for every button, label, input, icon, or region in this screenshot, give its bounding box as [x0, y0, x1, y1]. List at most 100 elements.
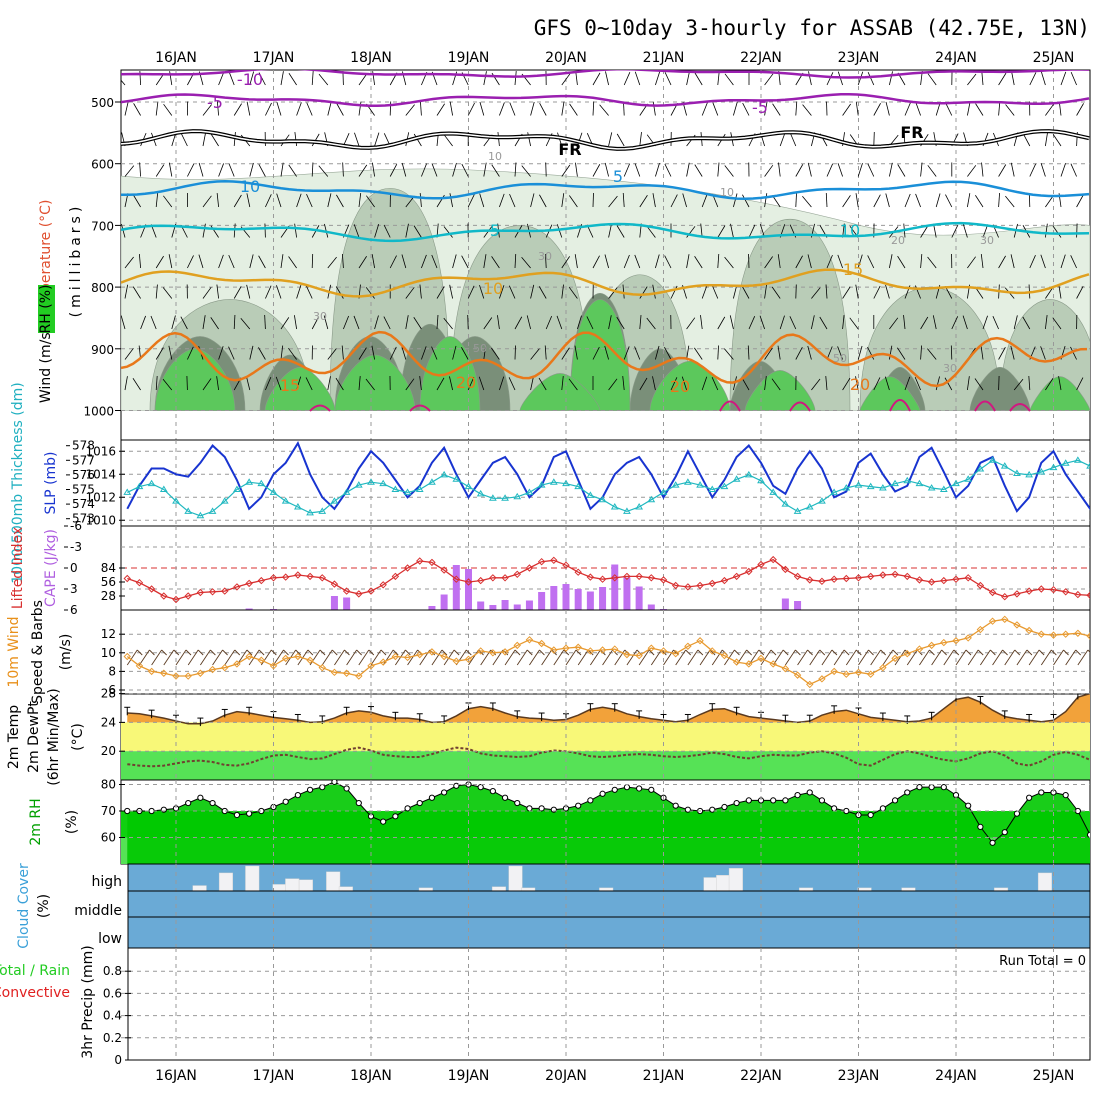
- rh-point: [1039, 790, 1044, 795]
- rh-point: [247, 811, 252, 816]
- rh-point: [527, 806, 532, 811]
- cloud-high-bar: [193, 886, 207, 891]
- tick-label: -6: [70, 519, 82, 533]
- rh-point: [880, 806, 885, 811]
- top-day-label: 18JAN: [350, 50, 392, 66]
- tick-label: 84: [101, 561, 116, 575]
- rh-point: [966, 803, 971, 808]
- cape-bar: [441, 595, 448, 611]
- bottom-day-label: 17JAN: [253, 1068, 295, 1084]
- cloud-high-bar: [245, 866, 259, 891]
- top-day-label: 24JAN: [935, 50, 977, 66]
- tick-label: 3: [70, 582, 78, 596]
- rh-point: [210, 800, 215, 805]
- rh-point: [588, 798, 593, 803]
- temp-band-green: [121, 751, 1090, 780]
- cloud-cover-panel: high middle low Cloud Cover (%): [16, 863, 1090, 949]
- rh-point: [868, 812, 873, 817]
- temp-ylabel-2: 2m DewPt: [26, 701, 42, 773]
- upper-ylabel-mb: (millibars): [68, 203, 84, 318]
- wind-ylabel-1: 10m Wind: [6, 616, 22, 687]
- rh-point: [417, 800, 422, 805]
- tick-label: 80: [101, 778, 116, 792]
- rh-point: [502, 795, 507, 800]
- pressure-tick-label: 500: [91, 96, 114, 110]
- contour-label: 50: [833, 352, 847, 365]
- rh-point: [624, 785, 629, 790]
- contour-label: 10: [488, 150, 502, 163]
- cape-bar: [623, 578, 630, 611]
- rh-point: [1002, 830, 1007, 835]
- slp-ylabel: SLP (mb): [43, 451, 59, 514]
- bottom-day-label: 21JAN: [643, 1068, 685, 1084]
- cloud-level-low: low: [98, 931, 122, 947]
- cape-bar: [343, 598, 350, 611]
- tick-label: 20: [101, 744, 116, 758]
- rh-point: [990, 840, 995, 845]
- temp-ylabel-1: 2m Temp: [6, 705, 22, 769]
- contour-label: FR: [900, 123, 923, 142]
- cape-bar: [636, 587, 643, 611]
- tick-label: 28: [101, 687, 116, 701]
- rh-point: [283, 799, 288, 804]
- rh-point: [722, 804, 727, 809]
- tick-label: 1010: [85, 513, 116, 527]
- cape-bar: [782, 599, 789, 611]
- rh-point: [905, 790, 910, 795]
- cloud-high-bar: [704, 878, 718, 892]
- tick-label: 0.2: [103, 1031, 122, 1045]
- rh-point: [783, 798, 788, 803]
- rh-point: [381, 819, 386, 824]
- contour-label: FR: [558, 140, 581, 159]
- tick-label: -3: [70, 540, 82, 554]
- tick-label: 0.4: [103, 1009, 122, 1023]
- tick-label: 70: [101, 804, 116, 818]
- rh-point: [198, 795, 203, 800]
- rh-point: [307, 787, 312, 792]
- tick-label: 0: [70, 561, 78, 575]
- contour-label: 30: [943, 362, 957, 375]
- li-ylabel: Lifted Index: [10, 527, 26, 609]
- bottom-day-label: 22JAN: [740, 1068, 782, 1084]
- top-day-label: 21JAN: [643, 50, 685, 66]
- cape-bar: [514, 605, 521, 611]
- tick-label: 60: [101, 831, 116, 845]
- cape-ylabel: CAPE (J/kg): [43, 529, 59, 607]
- top-day-label: 25JAN: [1033, 50, 1075, 66]
- cloud-high-bar: [1038, 873, 1052, 891]
- rh-point: [478, 785, 483, 790]
- cloud-high-bar: [729, 868, 743, 891]
- contour-label: 5: [613, 167, 623, 186]
- rh-point: [429, 795, 434, 800]
- precip-ylabel-total: Total / Rain: [0, 963, 70, 979]
- contour-label: -5: [752, 98, 768, 117]
- bottom-day-label: 23JAN: [838, 1068, 880, 1084]
- cloud-ylabel-unit: (%): [36, 894, 52, 918]
- rh-point: [819, 798, 824, 803]
- upper-ylabel-wind: Wind (m/s): [38, 327, 54, 403]
- bottom-day-label: 24JAN: [935, 1068, 977, 1084]
- rh-point: [332, 779, 337, 784]
- tick-label: 6: [70, 603, 78, 617]
- rh-point: [637, 786, 642, 791]
- bottom-day-label: 18JAN: [350, 1068, 392, 1084]
- rh-point: [1014, 811, 1019, 816]
- cape-bar: [599, 587, 606, 610]
- cape-bar: [453, 565, 460, 610]
- contour-label: 15: [280, 376, 300, 395]
- contour-label: 5: [490, 221, 500, 240]
- rh-point: [612, 787, 617, 792]
- upper-ylabel-rh: RH (%): [38, 285, 54, 334]
- contour-label: 15: [843, 260, 863, 279]
- contour-label: 30: [313, 310, 327, 323]
- cape-bar: [563, 584, 570, 610]
- cape-bar: [489, 605, 496, 610]
- cloud-level-high: high: [91, 874, 122, 890]
- cloud-high-bar: [492, 887, 506, 891]
- cloud-high-bar: [273, 884, 287, 891]
- rh-point: [344, 786, 349, 791]
